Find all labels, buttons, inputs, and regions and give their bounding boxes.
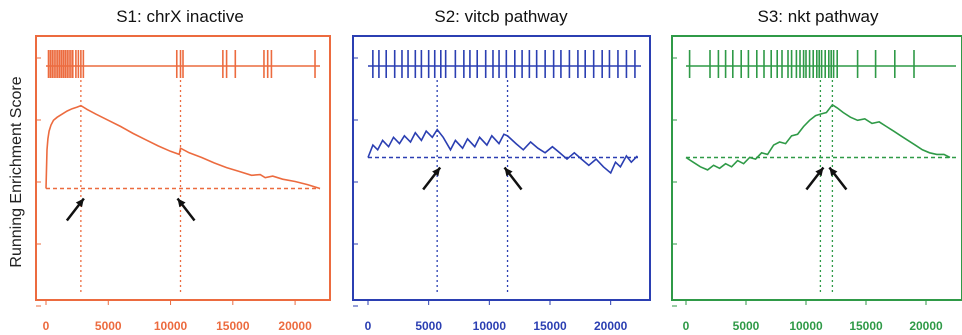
x-tick-label: 15000 [533,319,567,333]
x-tick-label: 0 [683,319,690,333]
arrow-head [829,167,838,177]
y-axis-label: Running Enrichment Score [8,76,25,267]
panel-s1: S1: chrX inactive 0 5000 10000 15000 20000 [35,7,331,333]
panel-title: S1: chrX inactive [116,7,244,26]
panel-frame [671,35,962,301]
panel-title: S2: vitcb pathway [434,7,568,26]
x-tick-label: 15000 [216,319,250,333]
panel-title: S3: nkt pathway [758,7,879,26]
x-tick-label: 0 [43,319,50,333]
arrow-head [75,198,84,208]
x-tick-label: 5000 [95,319,122,333]
arrow-head [177,198,186,208]
enrichment-score-line [45,104,321,190]
panel-s3: S3: nkt pathway 0 5000 10000 15000 20000 [671,7,962,333]
arrow-head [504,167,513,177]
enrichment-score-line [685,103,951,171]
x-tick-label: 10000 [789,319,823,333]
x-tick-label: 0 [365,319,372,333]
panel-frame [35,35,331,301]
x-tick-label: 10000 [473,319,507,333]
x-tick-label: 20000 [594,319,628,333]
x-tick-label: 15000 [849,319,883,333]
arrow-head [432,167,441,177]
x-tick-label: 10000 [154,319,188,333]
panel-frame [352,35,651,301]
enrichment-score-line [367,128,638,175]
x-tick-label: 20000 [909,319,943,333]
x-tick-label: 5000 [733,319,760,333]
x-tick-label: 20000 [278,319,312,333]
panel-s2: S2: vitcb pathway 0 5000 10000 15000 20000 [352,7,651,333]
x-tick-label: 5000 [415,319,442,333]
arrow-head [815,167,824,177]
